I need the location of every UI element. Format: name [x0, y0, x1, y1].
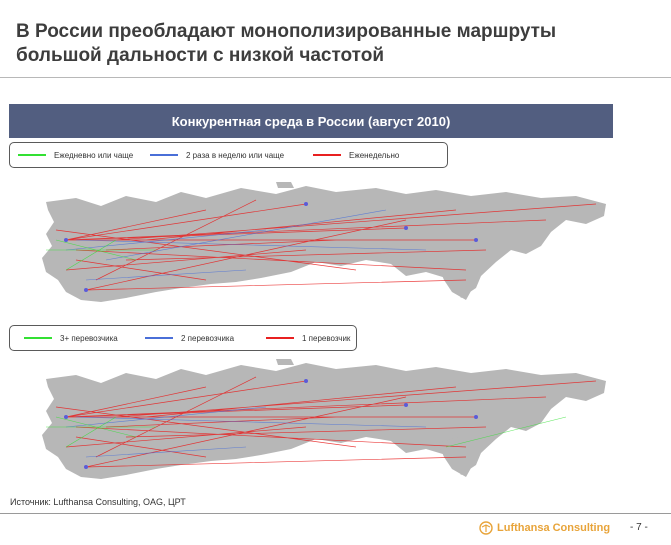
- slide-title-line-2: большой дальности с низкой частотой: [16, 45, 385, 66]
- carrier-legend: 3+ перевозчика 2 перевозчика 1 перевозчи…: [9, 325, 357, 351]
- legend-label-three-plus: 3+ перевозчика: [60, 333, 118, 343]
- city-markers: [64, 202, 478, 292]
- two-carrier-routes: [65, 406, 427, 458]
- crane-logo-icon: [479, 521, 493, 535]
- brand-logo: Lufthansa Consulting: [479, 520, 610, 536]
- legend-label-twice-weekly: 2 раза в неделю или чаще: [186, 150, 285, 160]
- legend-swatch-green: [24, 337, 52, 339]
- legend-swatch-blue: [145, 337, 173, 339]
- weekly-routes: [55, 199, 597, 291]
- legend-label-two: 2 перевозчика: [181, 333, 235, 343]
- legend-swatch-blue: [150, 154, 178, 156]
- legend-swatch-red: [266, 337, 294, 339]
- single-carrier-routes: [55, 376, 597, 468]
- legend-item-daily: Ежедневно или чаще: [18, 143, 133, 167]
- footer-divider: [0, 513, 671, 514]
- legend-item-three-plus: 3+ перевозчика: [24, 326, 118, 350]
- legend-swatch-red: [313, 154, 341, 156]
- legend-item-twice-weekly: 2 раза в неделю или чаще: [150, 143, 284, 167]
- legend-item-one: 1 перевозчик: [266, 326, 350, 350]
- legend-label-one: 1 перевозчик: [302, 333, 351, 343]
- legend-label-daily: Ежедневно или чаще: [54, 150, 134, 160]
- legend-swatch-green: [18, 154, 46, 156]
- legend-label-weekly: Еженедельно: [349, 150, 400, 160]
- route-map-carriers: [42, 359, 606, 479]
- section-banner: Конкурентная среда в России (август 2010…: [9, 104, 613, 138]
- frequency-legend: Ежедневно или чаще 2 раза в неделю или ч…: [9, 142, 448, 168]
- route-map-frequency: [42, 182, 606, 302]
- slide-title: В России преобладают монополизированные …: [16, 20, 616, 68]
- legend-item-weekly: Еженедельно: [313, 143, 399, 167]
- twice-weekly-routes: [65, 209, 427, 281]
- city-markers: [64, 379, 478, 469]
- daily-routes: [46, 239, 156, 271]
- source-note: Источник: Lufthansa Consulting, OAG, ЦРТ: [10, 497, 186, 507]
- legend-item-two: 2 перевозчика: [145, 326, 234, 350]
- banner-title: Конкурентная среда в России (август 2010…: [171, 113, 451, 129]
- title-divider: [0, 77, 671, 78]
- slide-title-line-1: В России преобладают монополизированные …: [16, 21, 557, 42]
- three-plus-carrier-routes: [46, 416, 567, 448]
- brand-name: Lufthansa Consulting: [497, 522, 611, 534]
- page-number: - 7 -: [630, 522, 648, 533]
